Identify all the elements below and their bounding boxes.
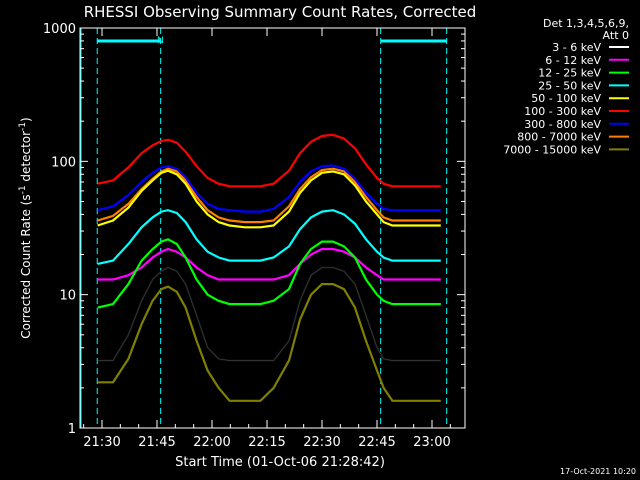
x-tick-label-2: 22:00 — [193, 435, 230, 450]
plot-frame — [79, 27, 466, 429]
x-tick-label-1: 21:45 — [138, 435, 175, 450]
series-line-3 — [97, 209, 441, 265]
legend-label-2: 12 - 25 keV — [538, 67, 601, 80]
series-line-1 — [97, 247, 441, 281]
night-period-markers — [80, 28, 448, 428]
series-line-4 — [97, 169, 441, 229]
series-line-6 — [97, 164, 441, 213]
legend-label-1: 6 - 12 keV — [545, 54, 601, 67]
x-tick-label-0: 21:30 — [83, 435, 120, 450]
series-line-8 — [97, 283, 441, 402]
x-axis: 21:30 21:45 22:00 22:15 22:30 22:45 23:00 — [83, 28, 451, 450]
legend-label-5: 100 - 300 keV — [524, 105, 601, 118]
legend-label-7: 800 - 7000 keV — [517, 131, 601, 144]
x-tick-label-4: 22:30 — [303, 435, 340, 450]
y-tick-label-0: 1 — [68, 422, 76, 437]
legend-label-6: 300 - 800 keV — [524, 118, 601, 131]
x-tick-label-3: 22:15 — [248, 435, 285, 450]
legend-label-4: 50 - 100 keV — [531, 92, 601, 105]
chart-title: RHESSI Observing Summary Count Rates, Co… — [84, 3, 477, 21]
series-line-5 — [97, 133, 441, 188]
y-axis-label: Corrected Count Rate (s-1 detector-1) — [18, 117, 33, 338]
y-tick-label-3: 1000 — [43, 22, 76, 37]
x-axis-label: Start Time (01-Oct-06 21:28:42) — [175, 455, 385, 470]
footer-timestamp: 17-Oct-2021 10:20 — [560, 467, 636, 476]
y-tick-label-2: 100 — [51, 155, 76, 170]
legend-label-8: 7000 - 15000 keV — [503, 143, 601, 156]
series-line-2 — [97, 238, 441, 309]
y-axis: 1 10 100 1000 — [43, 22, 465, 437]
x-tick-label-5: 22:45 — [358, 435, 395, 450]
legend-label-3: 25 - 50 keV — [538, 79, 601, 92]
y-tick-label-1: 10 — [59, 289, 76, 304]
legend-header-line-2: Att 0 — [603, 29, 629, 42]
annotation-n: N — [157, 36, 164, 46]
series-lines — [97, 133, 441, 402]
legend-header-line-1: Det 1,3,4,5,6,9, — [543, 17, 629, 30]
legend-label-0: 3 - 6 keV — [552, 41, 601, 54]
x-tick-label-6: 23:00 — [413, 435, 450, 450]
series-line-outline-0 — [97, 267, 441, 361]
